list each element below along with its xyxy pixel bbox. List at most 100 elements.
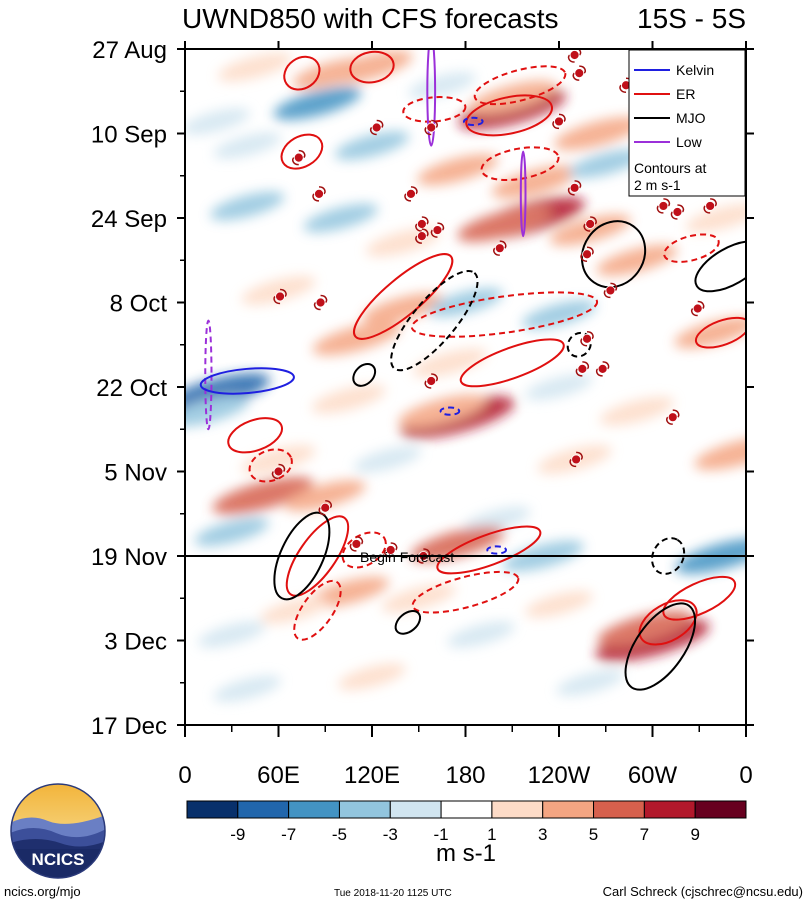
legend-low-label: Low (676, 134, 703, 150)
low-contour (426, 49, 437, 147)
y-tick-label: 19 Nov (91, 544, 167, 571)
legend-note-line1: Contours at (634, 160, 706, 176)
anomaly-blob (284, 480, 366, 512)
title-right: 15S - 5S (637, 3, 746, 34)
colorbar-tick-label: 3 (538, 825, 547, 844)
legend: Kelvin ER MJO Low Contours at 2 m s-1 (628, 49, 746, 197)
anomaly-blob (217, 52, 293, 82)
er-contour (480, 146, 560, 182)
kelvin-contour (439, 406, 461, 416)
anomaly-blob (525, 591, 593, 618)
storm-symbol (567, 180, 582, 196)
er-contour (293, 579, 342, 641)
kelvin-contour (199, 367, 295, 395)
anomaly-blob (353, 446, 422, 473)
colorbar-tick-label: 7 (640, 825, 649, 844)
colorbar-cell (593, 800, 645, 819)
colorbar-tick-label: -1 (434, 825, 449, 844)
anomaly-blob (381, 583, 456, 613)
anomaly-blob (595, 619, 710, 662)
colorbar-tick-label: 9 (690, 825, 699, 844)
er-contour (465, 94, 553, 137)
colorbar-cell (491, 800, 544, 819)
storm-symbol (572, 65, 586, 81)
y-tick-label: 5 Nov (104, 460, 167, 487)
anomaly-blob (521, 300, 597, 329)
er-contour (436, 525, 542, 575)
anomaly-blob (694, 436, 746, 470)
colorbar-cell (694, 800, 747, 819)
colorbar-tick-label: 1 (487, 825, 496, 844)
colorbar-cell (440, 800, 493, 819)
er-contour (473, 65, 567, 106)
er-contour (411, 570, 520, 614)
x-tick-label: 120W (528, 762, 591, 789)
mjo-contour (651, 537, 686, 575)
storm-symbol (603, 282, 618, 299)
y-tick-label: 22 Oct (96, 375, 167, 402)
title-left: UWND850 with CFS forecasts (182, 3, 559, 34)
legend-kelvin-label: Kelvin (676, 62, 714, 78)
footer-left[interactable]: ncics.org/mjo (4, 884, 81, 899)
kelvin-contour (486, 545, 508, 555)
anomaly-blob (212, 476, 314, 515)
anomaly-blob (241, 445, 316, 474)
storm-symbol (691, 300, 705, 317)
wave-contours (199, 49, 746, 691)
y-tick-label: 17 Dec (91, 713, 167, 740)
anomaly-blob (554, 116, 642, 151)
anomaly-blob (197, 621, 266, 648)
y-tick-label: 27 Aug (92, 37, 167, 64)
storm-symbol (292, 149, 306, 166)
colorbar-cell (237, 800, 290, 819)
y-axis: 27 Aug 10 Sep 24 Sep 8 Oct 22 Oct 5 Nov 19 Nov… (91, 37, 754, 740)
storm-symbol (666, 409, 680, 425)
storm-symbol (318, 499, 332, 516)
storm-symbol (595, 361, 610, 377)
anomaly-blob (599, 396, 675, 426)
er-contour (349, 50, 395, 84)
colorbar-cell (338, 800, 391, 819)
er-contour (283, 55, 321, 91)
storm-symbol (575, 361, 590, 377)
er-contour (663, 233, 720, 263)
colorbar-cell (542, 800, 595, 819)
storm-symbol (583, 216, 597, 232)
storm-symbol (670, 204, 685, 220)
colorbar-cell (643, 800, 696, 819)
x-tick-label: 120E (344, 762, 400, 789)
anomaly-blob (308, 576, 390, 608)
anomaly-blob (241, 276, 316, 305)
x-tick-label: 0 (178, 762, 191, 789)
mjo-contour (352, 363, 377, 387)
colorbar-tick-label: -9 (230, 825, 245, 844)
anomaly-blob (194, 517, 269, 547)
storm-symbol (580, 246, 594, 262)
storm-symbol (703, 198, 717, 214)
colorbar-units: m s-1 (436, 840, 496, 867)
storm-symbol (580, 330, 594, 347)
er-contour (227, 417, 283, 454)
storm-symbol (567, 49, 582, 63)
mjo-contour (624, 602, 697, 691)
colorbar-tick-label: -5 (332, 825, 347, 844)
anomaly-blob (556, 669, 624, 696)
kelvin-contour (462, 116, 484, 127)
anomaly-blob (338, 663, 406, 690)
anomaly-blob (185, 108, 250, 135)
colorbar-tick-label: -3 (383, 825, 398, 844)
footer-right: Carl Schreck (cjschrec@ncsu.edu) (602, 884, 803, 899)
y-tick-label: 24 Sep (91, 206, 167, 233)
logo-text: NCICS (32, 850, 85, 869)
ncics-logo: NCICS (10, 783, 106, 879)
colorbar-tick-label: 5 (589, 825, 598, 844)
storm-symbol (552, 113, 566, 130)
anomaly-blob (273, 86, 362, 120)
er-contour (280, 133, 324, 170)
anomaly-blob (447, 621, 515, 648)
anomaly-blob (568, 149, 643, 178)
er-contour (638, 599, 698, 646)
storm-symbol (349, 536, 364, 552)
anomaly-blob (462, 506, 531, 533)
anomaly-shading (185, 50, 746, 702)
